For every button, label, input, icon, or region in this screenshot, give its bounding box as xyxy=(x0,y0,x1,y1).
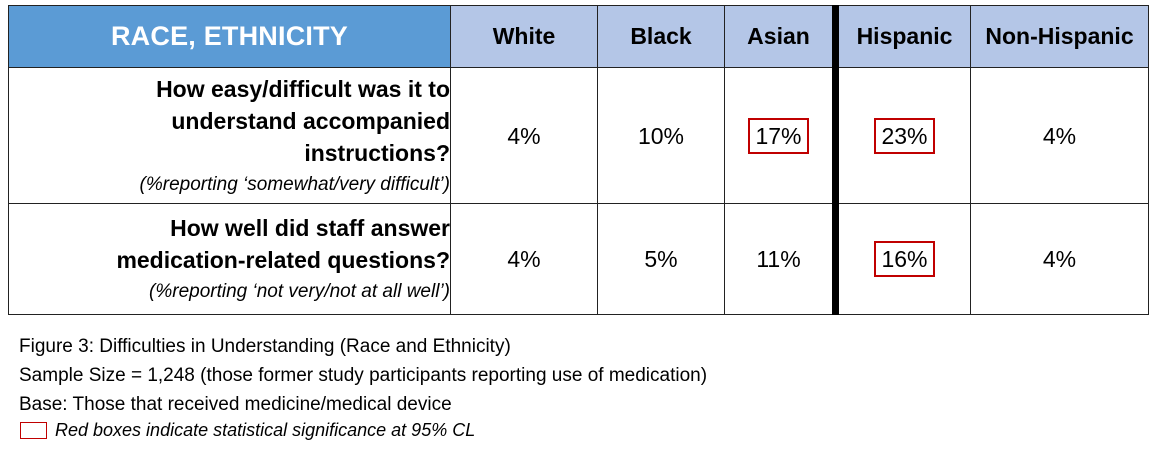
base-text: Base: Those that received medicine/medic… xyxy=(19,394,452,415)
value: 10% xyxy=(637,122,685,149)
value-cell-white: 4% xyxy=(450,203,598,315)
value: 4% xyxy=(1042,122,1077,149)
value-cell-non-hispanic: 4% xyxy=(970,67,1149,204)
value-cell-black: 10% xyxy=(597,67,725,204)
value: 4% xyxy=(507,246,541,272)
column-header-hispanic: Hispanic xyxy=(832,5,971,68)
column-header-black: Black xyxy=(597,5,725,68)
value-cell-black: 5% xyxy=(597,203,725,315)
sample-size-text: Sample Size = 1,248 (those former study … xyxy=(19,365,708,386)
question-note: (%reporting ‘not very/not at all well’) xyxy=(149,281,450,302)
value-cell-non-hispanic: 4% xyxy=(970,203,1149,315)
question-note: (%reporting ‘somewhat/very difficult’) xyxy=(139,173,450,195)
question-line: understand accompanied xyxy=(171,107,450,134)
column-header-asian: Asian xyxy=(724,5,836,68)
figure-caption: Figure 3: Difficulties in Understanding … xyxy=(19,336,511,357)
column-header-white: White xyxy=(450,5,598,68)
value: 11% xyxy=(756,246,801,272)
value-cell-white: 4% xyxy=(450,67,598,204)
significant-value: 16% xyxy=(874,241,935,277)
corner-header: RACE, ETHNICITY xyxy=(8,5,451,68)
value-cell-hispanic: 23% xyxy=(832,67,971,204)
table-row: How well did staff answer medication-rel… xyxy=(8,203,1149,315)
question-cell: How easy/difficult was it to understand … xyxy=(8,67,451,204)
question-line: medication-related questions? xyxy=(116,247,450,273)
race-ethnicity-table: RACE, ETHNICITY White Black Asian Hispan… xyxy=(8,5,1149,315)
question-line: instructions? xyxy=(304,139,450,166)
question-line: How well did staff answer xyxy=(170,215,450,241)
column-header-non-hispanic: Non-Hispanic xyxy=(970,5,1149,68)
question-cell: How well did staff answer medication-rel… xyxy=(8,203,451,315)
significant-value: 23% xyxy=(874,117,935,154)
value: 5% xyxy=(644,246,678,272)
significance-legend: Red boxes indicate statistical significa… xyxy=(20,420,475,441)
value: 4% xyxy=(507,122,541,149)
value-cell-asian: 17% xyxy=(724,67,836,204)
value-cell-hispanic: 16% xyxy=(832,203,971,315)
legend-text: Red boxes indicate statistical significa… xyxy=(55,420,476,440)
significant-value: 17% xyxy=(748,117,809,154)
value: 4% xyxy=(1042,246,1077,272)
question-line: How easy/difficult was it to xyxy=(156,75,450,102)
table-row: How easy/difficult was it to understand … xyxy=(8,67,1149,204)
red-box-legend-icon xyxy=(20,422,47,439)
header-row: RACE, ETHNICITY White Black Asian Hispan… xyxy=(8,5,1149,68)
value-cell-asian: 11% xyxy=(724,203,836,315)
